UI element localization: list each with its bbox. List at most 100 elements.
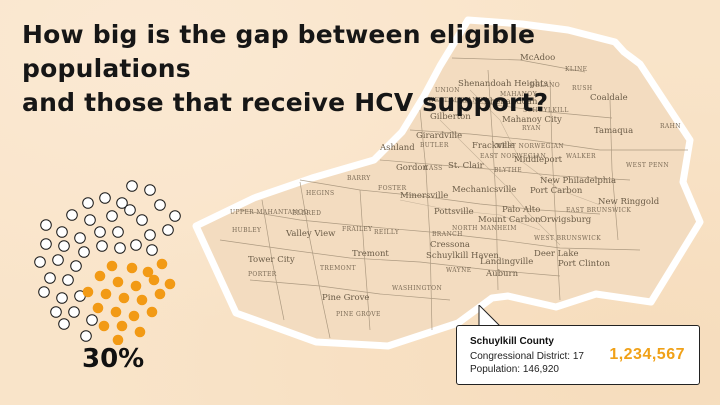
- map-label: BUTLER: [420, 142, 449, 149]
- filled-dot: [92, 302, 104, 314]
- empty-dot: [106, 210, 118, 222]
- map-label: WEST BRUNSWICK: [534, 235, 601, 242]
- filled-dot: [136, 294, 148, 306]
- map-label: Gilberton: [430, 112, 471, 122]
- map-label: Mahanoy City: [502, 115, 562, 125]
- empty-dot: [162, 224, 174, 236]
- empty-dot: [130, 239, 142, 251]
- map-label: New Ringgold: [598, 197, 660, 207]
- empty-dot: [56, 292, 68, 304]
- empty-dot: [144, 229, 156, 241]
- dot-cluster: [34, 180, 181, 345]
- filled-dot: [146, 306, 158, 318]
- empty-dot: [74, 232, 86, 244]
- empty-dot: [80, 330, 92, 342]
- map-label: Shenandoah: [484, 97, 538, 107]
- filled-dot: [134, 326, 146, 338]
- map-label: MAHANOY: [500, 91, 538, 98]
- map-label: Pine Grove: [322, 293, 369, 303]
- filled-dot: [164, 278, 176, 290]
- map-label: Middleport: [514, 155, 563, 165]
- county-outline: [192, 16, 704, 350]
- filled-dot: [118, 292, 130, 304]
- empty-dot: [124, 204, 136, 216]
- filled-dot: [130, 280, 142, 292]
- map-label: PORTER: [248, 271, 277, 278]
- empty-dot: [126, 180, 138, 192]
- filled-dot: [154, 288, 166, 300]
- filled-dot: [82, 286, 94, 298]
- map-label: Cressona: [430, 240, 470, 250]
- map-label: SCHUYLKILL: [523, 107, 569, 114]
- map-label: Mechanicsville: [452, 185, 516, 195]
- map-label: KLINE: [565, 66, 587, 73]
- map-label: WEST MAHANOY: [428, 97, 488, 104]
- county-tooltip: Schuylkill County Congressional District…: [456, 325, 700, 385]
- map-label: Girardville: [416, 131, 462, 141]
- empty-dot: [50, 306, 62, 318]
- map-label: Frackville: [472, 141, 515, 151]
- empty-dot: [94, 226, 106, 238]
- map-label: McAdoo: [520, 53, 555, 63]
- map-label: NORTH MANHEIM: [452, 225, 517, 232]
- percent-label: 30%: [82, 344, 145, 374]
- map-label: UPPER MAHANTANGO: [230, 209, 309, 216]
- map-label: DELANO: [530, 82, 560, 89]
- map-label: ELDRED: [292, 210, 321, 217]
- map-label: Auburn: [485, 269, 519, 279]
- empty-dot: [114, 242, 126, 254]
- map-label: Schuylkill Haven: [426, 251, 499, 261]
- map-label: Port Carbon: [530, 186, 583, 196]
- map-label: Mount Carbon: [478, 215, 541, 225]
- map-label: Orwigsburg: [540, 215, 592, 225]
- empty-dot: [116, 197, 128, 209]
- map-label: St. Clair: [448, 161, 485, 171]
- map-label: REILLY: [374, 229, 400, 236]
- map-label: RYAN: [522, 125, 541, 132]
- tooltip-value: 1,234,567: [609, 346, 685, 363]
- empty-dot: [66, 209, 78, 221]
- empty-dot: [112, 226, 124, 238]
- map-label: EAST BRUNSWICK: [566, 207, 631, 214]
- map-label: RAHN: [660, 123, 681, 130]
- tooltip-pointer: [478, 305, 502, 327]
- map-label: HEGINS: [306, 190, 335, 197]
- map-label: Gordon: [396, 163, 429, 173]
- map-label: HUBLEY: [232, 227, 262, 234]
- empty-dot: [40, 219, 52, 231]
- empty-dot: [82, 197, 94, 209]
- map-label: PINE GROVE: [336, 311, 381, 318]
- empty-dot: [56, 226, 68, 238]
- map-label: Minersville: [400, 191, 448, 201]
- map-label: RUSH: [572, 85, 593, 92]
- empty-dot: [34, 256, 46, 268]
- filled-dot: [116, 320, 128, 332]
- tooltip-population: Population: 146,920: [470, 364, 559, 375]
- map-label: WAYNE: [446, 267, 472, 274]
- empty-dot: [99, 192, 111, 204]
- filled-dot: [100, 288, 112, 300]
- map-label: Deer Lake: [534, 249, 579, 259]
- empty-dot: [84, 214, 96, 226]
- empty-dot: [144, 184, 156, 196]
- map-label: Ashland: [379, 143, 415, 153]
- map-label: TREMONT: [320, 265, 356, 272]
- empty-dot: [96, 240, 108, 252]
- empty-dot: [70, 260, 82, 272]
- map-label: New Philadelphia: [540, 176, 616, 186]
- empty-dot: [52, 254, 64, 266]
- filled-dot: [112, 334, 124, 345]
- map-label: BLYTHE: [494, 167, 522, 174]
- empty-dot: [58, 240, 70, 252]
- township-lines: [219, 57, 688, 339]
- map-label: Port Clinton: [558, 259, 611, 269]
- tooltip-county: Schuylkill County: [470, 336, 554, 347]
- filled-dot: [142, 266, 154, 278]
- filled-dot: [112, 276, 124, 288]
- filled-dot: [126, 262, 138, 274]
- filled-dot: [98, 320, 110, 332]
- map-label: BRANCH: [432, 231, 463, 238]
- map-label: FRAILEY: [342, 226, 373, 233]
